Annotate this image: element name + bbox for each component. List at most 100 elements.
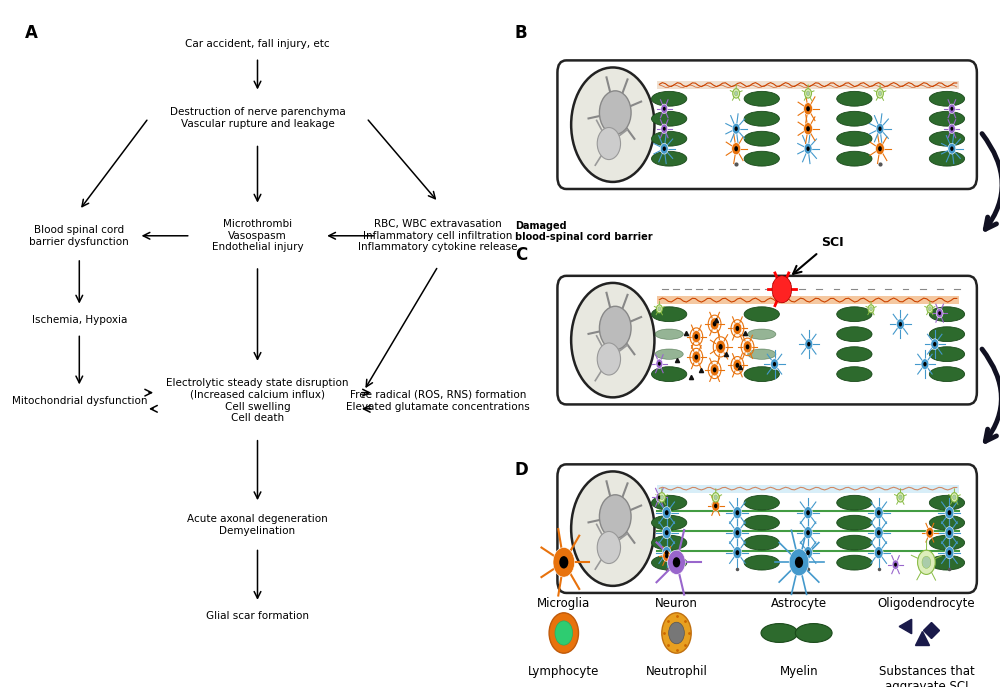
Circle shape — [936, 308, 943, 318]
Circle shape — [806, 91, 810, 95]
Ellipse shape — [837, 307, 872, 322]
Ellipse shape — [929, 327, 965, 341]
Text: RBC, WBC extravasation
Inflammatory cell infiltration
Inflammatory cytokine rele: RBC, WBC extravasation Inflammatory cell… — [358, 219, 518, 252]
Ellipse shape — [837, 151, 872, 166]
Circle shape — [928, 530, 931, 535]
Circle shape — [694, 334, 698, 339]
Ellipse shape — [744, 131, 779, 146]
Ellipse shape — [837, 495, 872, 510]
Text: D: D — [515, 462, 529, 480]
Text: Neutrophil: Neutrophil — [646, 665, 707, 678]
Circle shape — [804, 123, 812, 135]
Circle shape — [772, 276, 792, 303]
Circle shape — [713, 322, 716, 326]
Ellipse shape — [761, 624, 798, 642]
Circle shape — [660, 495, 664, 499]
Ellipse shape — [748, 329, 776, 339]
Ellipse shape — [837, 515, 872, 530]
Ellipse shape — [744, 495, 779, 510]
Text: Substances that
aggravate SCI: Substances that aggravate SCI — [879, 665, 974, 687]
Circle shape — [732, 124, 740, 134]
Circle shape — [878, 91, 882, 95]
Circle shape — [892, 560, 899, 570]
Circle shape — [694, 354, 698, 359]
Circle shape — [894, 563, 897, 567]
Circle shape — [553, 548, 575, 577]
Circle shape — [789, 549, 809, 576]
Ellipse shape — [837, 131, 872, 146]
Ellipse shape — [652, 515, 687, 530]
Circle shape — [712, 493, 719, 502]
Ellipse shape — [795, 624, 832, 642]
Circle shape — [927, 305, 933, 313]
Text: Ischemia, Hypoxia: Ischemia, Hypoxia — [32, 315, 127, 325]
Circle shape — [950, 126, 953, 131]
Ellipse shape — [744, 515, 779, 530]
Circle shape — [736, 530, 739, 535]
Circle shape — [733, 359, 742, 372]
Ellipse shape — [744, 151, 779, 166]
Ellipse shape — [652, 131, 687, 146]
Ellipse shape — [929, 515, 965, 530]
Circle shape — [921, 359, 929, 370]
Ellipse shape — [929, 495, 965, 510]
Ellipse shape — [837, 555, 872, 570]
Circle shape — [597, 128, 621, 159]
Circle shape — [804, 547, 812, 559]
Circle shape — [571, 471, 654, 586]
Ellipse shape — [744, 555, 779, 570]
Circle shape — [714, 495, 717, 499]
Circle shape — [945, 547, 954, 559]
Circle shape — [878, 126, 882, 131]
Circle shape — [874, 527, 883, 539]
Circle shape — [736, 326, 739, 331]
Text: B: B — [515, 23, 527, 42]
Circle shape — [806, 106, 810, 111]
Circle shape — [660, 144, 668, 154]
Text: Damaged
blood-spinal cord barrier: Damaged blood-spinal cord barrier — [515, 221, 652, 243]
Circle shape — [599, 91, 631, 135]
Ellipse shape — [929, 91, 965, 106]
Circle shape — [806, 126, 810, 131]
Circle shape — [710, 318, 719, 330]
Text: C: C — [515, 246, 527, 264]
Circle shape — [663, 106, 666, 111]
Circle shape — [733, 89, 740, 98]
Circle shape — [948, 144, 956, 154]
Circle shape — [804, 144, 812, 154]
Circle shape — [897, 319, 904, 330]
Circle shape — [673, 557, 680, 567]
Circle shape — [599, 306, 631, 350]
Text: Oligodendrocyte: Oligodendrocyte — [878, 597, 975, 610]
Circle shape — [559, 556, 568, 569]
Circle shape — [773, 362, 776, 366]
Ellipse shape — [652, 367, 687, 381]
Ellipse shape — [652, 91, 687, 106]
Circle shape — [665, 530, 669, 535]
Ellipse shape — [744, 535, 779, 550]
Ellipse shape — [652, 495, 687, 510]
Circle shape — [665, 510, 669, 515]
Ellipse shape — [744, 307, 779, 322]
Circle shape — [656, 305, 662, 313]
Circle shape — [663, 551, 671, 561]
FancyBboxPatch shape — [557, 276, 977, 405]
Circle shape — [736, 550, 739, 555]
Circle shape — [571, 283, 654, 397]
Ellipse shape — [929, 111, 965, 126]
Ellipse shape — [837, 347, 872, 361]
Circle shape — [658, 362, 661, 365]
Circle shape — [899, 322, 902, 326]
Circle shape — [661, 104, 668, 113]
FancyBboxPatch shape — [557, 464, 977, 593]
Bar — [657, 80, 959, 89]
Circle shape — [877, 89, 883, 98]
Text: Acute axonal degeneration
Demyelination: Acute axonal degeneration Demyelination — [187, 515, 328, 536]
Circle shape — [948, 550, 951, 555]
Circle shape — [876, 143, 884, 155]
Circle shape — [804, 506, 812, 519]
Ellipse shape — [652, 111, 687, 126]
Circle shape — [743, 341, 752, 353]
Circle shape — [951, 493, 958, 502]
Ellipse shape — [652, 151, 687, 166]
